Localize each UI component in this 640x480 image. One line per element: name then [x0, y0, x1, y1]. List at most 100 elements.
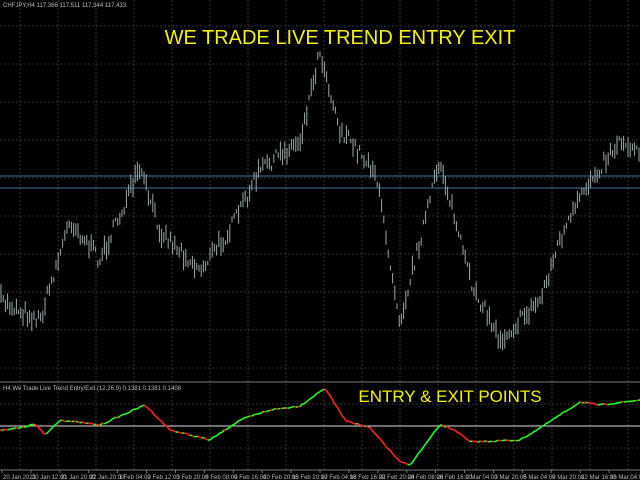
oscillator-segment: [445, 425, 449, 428]
oscillator-segment: [129, 409, 133, 413]
oscillator-segment: [447, 426, 451, 430]
oscillator-segment: [177, 431, 181, 434]
oscillator-segment: [225, 427, 229, 431]
oscillator-segment: [615, 402, 619, 405]
oscillator-segment: [567, 408, 571, 411]
oscillator-segment: [377, 436, 381, 440]
oscillator-segment: [557, 414, 561, 417]
oscillator-segment: [145, 405, 149, 409]
oscillator-segment: [99, 422, 103, 426]
oscillator-segment: [135, 407, 139, 410]
oscillator-segment: [569, 407, 573, 410]
oscillator-segment: [357, 422, 361, 426]
oscillator-segment: [231, 423, 235, 427]
oscillator-segment: [325, 389, 329, 394]
oscillator-segment: [443, 425, 447, 428]
oscillator-segment: [239, 418, 243, 421]
oscillator-segment: [477, 440, 481, 444]
oscillator-segment: [467, 439, 471, 443]
oscillator-segment: [51, 425, 55, 429]
oscillator-segment: [103, 422, 107, 425]
x-tick-label: 3 Feb 20:00: [176, 475, 209, 480]
oscillator-segment: [305, 399, 309, 403]
oscillator-segment: [295, 405, 299, 409]
grid: [0, 0, 640, 470]
oscillator-segment: [221, 429, 225, 433]
x-tick-label: 16 Mar 04:00: [610, 475, 640, 480]
oscillator-segment: [613, 402, 617, 405]
oscillator-segment: [551, 417, 555, 421]
oscillator-segment: [323, 388, 327, 391]
oscillator-segment: [419, 448, 423, 453]
oscillator-segment: [543, 422, 547, 427]
x-tick-label: 15 Feb 20:00: [292, 475, 328, 480]
oscillator-segment: [73, 420, 77, 423]
oscillator-segment: [113, 416, 117, 420]
oscillator-segment: [409, 462, 413, 466]
oscillator-segment: [537, 427, 541, 430]
oscillator-segment: [161, 421, 165, 426]
oscillator-segment: [149, 409, 153, 413]
oscillator-segment: [339, 411, 343, 417]
x-tick-label: 8 Feb 08:00: [205, 475, 238, 480]
oscillator-segment: [139, 405, 143, 408]
oscillator-segment: [91, 422, 95, 426]
oscillator-segment: [105, 421, 109, 424]
x-tick-label: 17 Feb 04:00: [321, 475, 357, 480]
oscillator-segment: [131, 408, 135, 411]
oscillator-segment: [141, 404, 145, 407]
price-bars: [0, 51, 640, 351]
x-tick-label: 22 Feb 20:00: [379, 475, 415, 480]
oscillator-segment: [111, 417, 115, 420]
oscillator-segment: [399, 460, 403, 464]
oscillator-segment: [395, 457, 399, 460]
oscillator-segment: [459, 432, 463, 436]
oscillator-segment: [159, 419, 163, 423]
x-tick-label: 9 Mar 20:00: [552, 475, 585, 480]
oscillator-segment: [571, 405, 575, 409]
oscillator-segment: [309, 396, 313, 400]
oscillator-segment: [117, 415, 121, 419]
oscillator-segment: [413, 456, 417, 461]
oscillator-segment: [251, 414, 255, 417]
oscillator-segment: [393, 454, 397, 459]
oscillator-segment: [555, 415, 559, 419]
oscillator-segment: [547, 420, 551, 424]
oscillator-segment: [577, 401, 581, 405]
oscillator-segment: [495, 439, 499, 442]
oscillator-segment: [391, 452, 395, 456]
oscillator-segment: [593, 402, 597, 406]
oscillator-segment: [549, 419, 553, 423]
oscillator-segment: [37, 426, 41, 430]
oscillator-segment: [47, 429, 51, 433]
x-tick-label: 10 Feb 20:00: [263, 475, 299, 480]
oscillator-segment: [327, 392, 331, 396]
oscillator-segment: [127, 411, 131, 414]
x-tick-label: 1 Feb 04:00: [119, 475, 152, 480]
oscillator-segment: [41, 430, 45, 435]
oscillator-segment: [95, 423, 99, 426]
oscillator-segment: [259, 411, 263, 415]
oscillator-segment: [203, 437, 207, 440]
oscillator-segment: [525, 434, 529, 438]
oscillator-segment: [197, 435, 201, 439]
oscillator-segment: [55, 421, 59, 425]
oscillator-segment: [271, 408, 275, 411]
oscillator-segment: [483, 440, 487, 443]
oscillator-segment: [245, 415, 249, 419]
oscillator-segment: [599, 403, 603, 406]
oscillator-segment: [247, 415, 251, 418]
oscillator-segment: [533, 430, 537, 433]
oscillator-segment: [119, 414, 123, 417]
oscillator-segment: [153, 414, 157, 418]
oscillator-segment: [69, 420, 73, 423]
x-tick-label: 2 Feb 12:00: [148, 475, 181, 480]
oscillator-segment: [185, 432, 189, 435]
oscillator-segment: [7, 428, 11, 431]
x-tick-label: 20 Jan 12:00: [32, 475, 67, 480]
oscillator-segment: [209, 437, 213, 441]
oscillator-segment: [453, 429, 457, 432]
oscillator-segment: [517, 439, 521, 442]
oscillator-segment: [415, 453, 419, 458]
